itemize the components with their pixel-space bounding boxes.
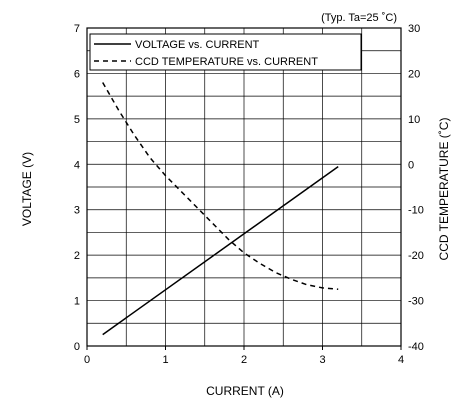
x-tick-label: 1 bbox=[162, 354, 168, 366]
y-left-tick-label: 4 bbox=[74, 159, 80, 171]
y-right-tick-label: 10 bbox=[408, 114, 420, 126]
x-tick-label: 2 bbox=[241, 354, 247, 366]
x-tick-label: 4 bbox=[398, 354, 404, 366]
typ-note: (Typ. Ta=25 ˚C) bbox=[321, 12, 397, 24]
series-line-voltage bbox=[102, 165, 339, 336]
y-right-tick-label: -10 bbox=[408, 205, 424, 217]
y-right-tick-label: -20 bbox=[408, 250, 424, 262]
y-left-tick-label: 6 bbox=[74, 68, 80, 80]
y-right-tick-label: 0 bbox=[408, 159, 414, 171]
y-left-tick-label: 1 bbox=[74, 296, 80, 308]
y-left-tick-label: 0 bbox=[74, 341, 80, 353]
y-left-tick-label: 2 bbox=[74, 250, 80, 262]
series-lines bbox=[102, 82, 339, 336]
x-axis-label: CURRENT (A) bbox=[206, 384, 284, 398]
x-tick-label: 3 bbox=[319, 354, 325, 366]
legend-label-temperature: CCD TEMPERATURE vs. CURRENT bbox=[135, 56, 318, 68]
y-right-tick-label: -30 bbox=[408, 296, 424, 308]
y-right-tick-label: 30 bbox=[408, 23, 420, 35]
legend: VOLTAGE vs. CURRENT CCD TEMPERATURE vs. … bbox=[89, 33, 362, 71]
grid bbox=[87, 28, 401, 346]
y-right-tick-label: 20 bbox=[408, 68, 420, 80]
legend-label-voltage: VOLTAGE vs. CURRENT bbox=[135, 39, 260, 51]
y-left-tick-label: 3 bbox=[74, 205, 80, 217]
y-axis-label-left: VOLTAGE (V) bbox=[20, 152, 34, 226]
legend-box bbox=[89, 33, 362, 71]
y-right-tick-label: -40 bbox=[408, 341, 424, 353]
x-tick-label: 0 bbox=[84, 354, 90, 366]
y-left-tick-label: 7 bbox=[74, 23, 80, 35]
y-left-tick-label: 5 bbox=[74, 114, 80, 126]
axis-ticks: 0 1 2 3 4 0 1 2 3 4 5 6 7 -40 -30 -20 -10 0 10 20 30 bbox=[74, 23, 424, 366]
series-line-temperature bbox=[102, 82, 339, 290]
y-axis-label-right: CCD TEMPERATURE (˚C) bbox=[437, 118, 451, 261]
